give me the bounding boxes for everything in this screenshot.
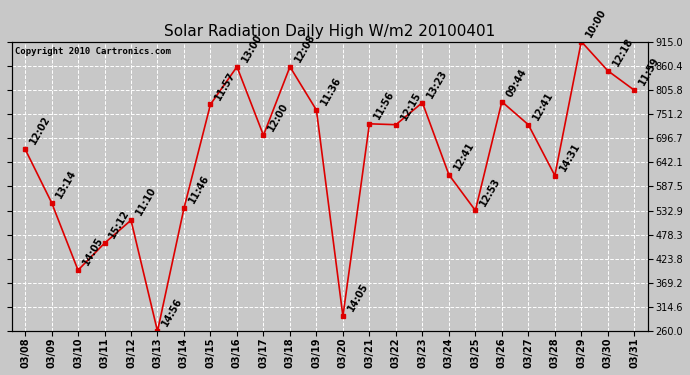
Text: 10:00: 10:00 bbox=[584, 7, 609, 39]
Text: 14:05: 14:05 bbox=[81, 236, 105, 267]
Text: 09:44: 09:44 bbox=[504, 67, 529, 99]
Text: 13:14: 13:14 bbox=[55, 168, 79, 200]
Text: 14:05: 14:05 bbox=[346, 282, 370, 314]
Text: 11:59: 11:59 bbox=[637, 56, 661, 87]
Text: Copyright 2010 Cartronics.com: Copyright 2010 Cartronics.com bbox=[15, 47, 171, 56]
Text: 12:53: 12:53 bbox=[478, 176, 502, 208]
Title: Solar Radiation Daily High W/m2 20100401: Solar Radiation Daily High W/m2 20100401 bbox=[164, 24, 495, 39]
Text: 13:00: 13:00 bbox=[239, 32, 264, 64]
Text: 11:46: 11:46 bbox=[187, 174, 211, 206]
Text: 12:02: 12:02 bbox=[28, 114, 52, 146]
Text: 13:23: 13:23 bbox=[425, 68, 449, 100]
Text: 12:08: 12:08 bbox=[293, 32, 317, 64]
Text: 15:12: 15:12 bbox=[107, 209, 132, 240]
Text: 12:18: 12:18 bbox=[611, 36, 635, 68]
Text: 12:41: 12:41 bbox=[531, 90, 555, 122]
Text: 12:41: 12:41 bbox=[452, 140, 476, 172]
Text: 11:56: 11:56 bbox=[372, 89, 396, 121]
Text: 11:10: 11:10 bbox=[134, 186, 158, 218]
Text: 14:56: 14:56 bbox=[160, 297, 184, 328]
Text: 12:15: 12:15 bbox=[399, 90, 423, 122]
Text: 12:00: 12:00 bbox=[266, 100, 290, 132]
Text: 11:36: 11:36 bbox=[319, 75, 344, 107]
Text: 11:57: 11:57 bbox=[213, 70, 237, 102]
Text: 14:31: 14:31 bbox=[558, 141, 582, 173]
